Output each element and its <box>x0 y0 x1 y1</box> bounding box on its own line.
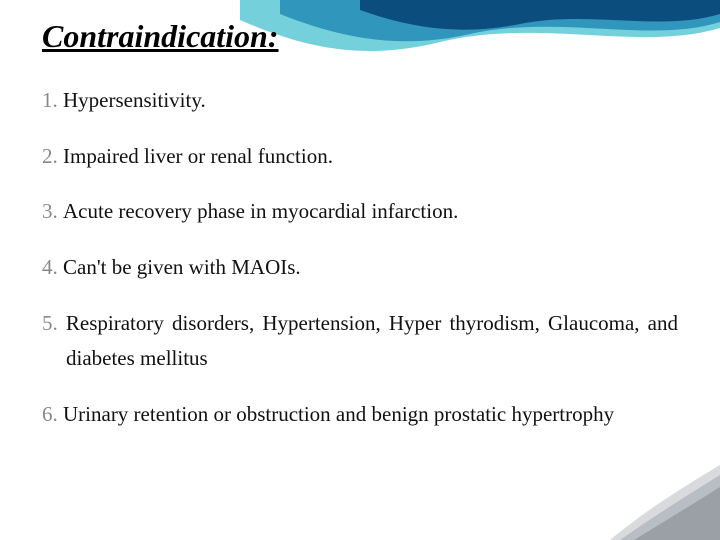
list-item: Hypersensitivity. <box>42 83 678 119</box>
list-item: Impaired liver or renal function. <box>42 139 678 175</box>
list-item: Can't be given with MAOIs. <box>42 250 678 286</box>
slide-title: Contraindication: <box>42 18 678 55</box>
list-item: Respiratory disorders, Hypertension, Hyp… <box>42 306 678 377</box>
contraindication-list: Hypersensitivity. Impaired liver or rena… <box>42 83 678 433</box>
decorative-corner-bottom <box>610 465 720 540</box>
list-item: Urinary retention or obstruction and ben… <box>42 397 678 433</box>
list-item: Acute recovery phase in myocardial infar… <box>42 194 678 230</box>
slide-content: Contraindication: Hypersensitivity. Impa… <box>0 0 720 433</box>
